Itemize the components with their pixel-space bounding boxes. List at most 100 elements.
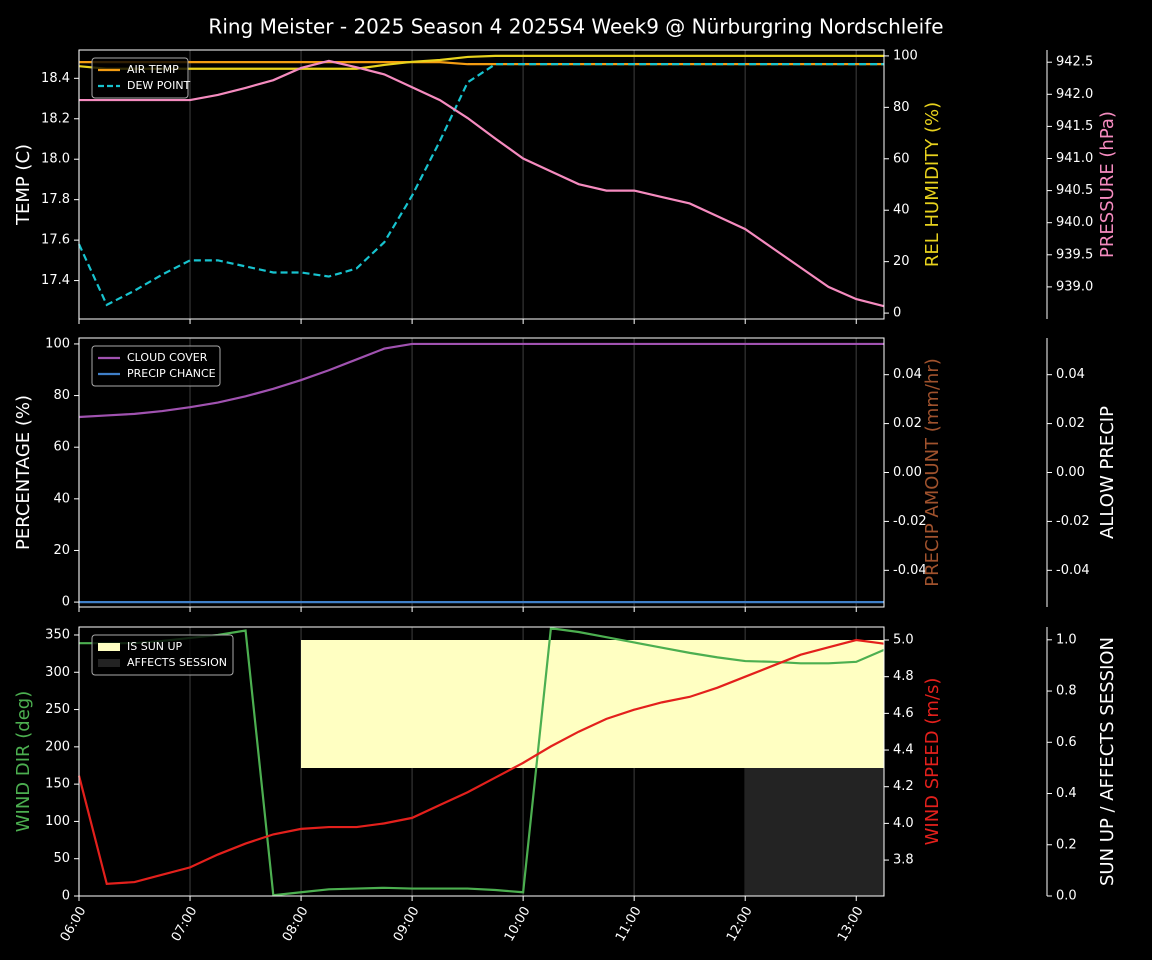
- y2-axis-label: WIND SPEED (m/s): [922, 678, 943, 846]
- y3-tick-label: -0.02: [1056, 514, 1090, 529]
- y2-tick-label: 4.2: [893, 779, 914, 794]
- y-tick-label: 17.4: [41, 273, 70, 288]
- y3-tick-label: 941.0: [1056, 151, 1093, 166]
- y2-axis-label: REL HUMIDITY (%): [922, 102, 943, 267]
- y2-tick-label: 80: [893, 100, 910, 115]
- y-axis-label: WIND DIR (deg): [13, 691, 34, 833]
- legend-swatch: [98, 643, 120, 651]
- plot-frame: [78, 626, 885, 897]
- fill-band: [661, 639, 690, 768]
- y-axis-label: PERCENTAGE (%): [13, 395, 34, 550]
- series-line: [79, 59, 885, 308]
- x-tick-label: 13:00: [835, 904, 867, 944]
- y3-tick-label: 940.5: [1056, 183, 1093, 198]
- x-tick-label: 11:00: [613, 904, 645, 944]
- fill-band: [689, 639, 718, 768]
- legend-label: CLOUD COVER: [127, 351, 208, 364]
- y2-axis-label: PRECIP AMOUNT (mm/hr): [922, 358, 943, 587]
- y-tick-label: 0: [62, 595, 70, 610]
- y-tick-label: 18.2: [41, 111, 70, 126]
- fill-band: [384, 639, 413, 768]
- y2-tick-label: 40: [893, 203, 910, 218]
- x-tick-label: 06:00: [58, 904, 90, 944]
- legend-label: PRECIP CHANCE: [127, 367, 216, 380]
- y3-tick-label: 941.5: [1056, 119, 1093, 134]
- series-line: [78, 54, 884, 70]
- y2-tick-label: 5.0: [893, 633, 914, 648]
- y-tick-label: 0: [62, 889, 70, 904]
- fill-band: [828, 767, 857, 896]
- y3-tick-label: 942.5: [1056, 55, 1093, 70]
- fill-band: [412, 639, 440, 768]
- y-tick-label: 17.8: [41, 192, 70, 207]
- y-tick-label: 18.0: [41, 152, 70, 167]
- y2-tick-label: 4.8: [893, 669, 914, 684]
- y3-tick-label: 1.0: [1056, 632, 1077, 647]
- y-tick-label: 350: [45, 627, 70, 642]
- y-tick-label: 300: [45, 665, 70, 680]
- fill-band: [578, 639, 607, 768]
- y-tick-label: 60: [53, 440, 70, 455]
- legend-label: DEW POINT: [127, 79, 191, 92]
- chart-title: Ring Meister - 2025 Season 4 2025S4 Week…: [208, 15, 943, 39]
- fill-band: [772, 767, 801, 896]
- y-tick-label: 100: [45, 814, 70, 829]
- y-tick-label: 17.6: [41, 233, 70, 248]
- y3-tick-label: 0.02: [1056, 416, 1085, 431]
- y3-tick-label: 0.8: [1056, 684, 1077, 699]
- y3-tick-label: -0.04: [1056, 563, 1090, 578]
- y3-tick-label: 939.5: [1056, 247, 1093, 262]
- fill-band: [856, 639, 884, 768]
- y3-tick-label: 0.00: [1056, 465, 1085, 480]
- series-line: [77, 63, 884, 307]
- y3-tick-label: 0.6: [1056, 735, 1077, 750]
- fill-band: [745, 767, 773, 896]
- y2-tick-label: 100: [893, 48, 918, 63]
- fill-band: [606, 639, 635, 768]
- y-tick-label: 150: [45, 777, 70, 792]
- y-axis-label: TEMP (C): [13, 144, 34, 226]
- series-line: [77, 638, 885, 886]
- legend-label: IS SUN UP: [127, 640, 183, 653]
- x-tick-label: 12:00: [724, 904, 756, 944]
- legend-box: [91, 57, 189, 99]
- y-tick-label: 80: [53, 388, 70, 403]
- y-tick-label: 20: [53, 543, 70, 558]
- y2-tick-label: 4.6: [893, 706, 914, 721]
- y2-tick-label: 0.02: [893, 416, 922, 431]
- y3-tick-label: 0.2: [1056, 837, 1077, 852]
- plot-frame: [78, 49, 885, 320]
- y3-tick-label: 942.0: [1056, 87, 1093, 102]
- plot-frame: [78, 337, 885, 608]
- fill-band: [828, 639, 857, 768]
- x-tick-label: 08:00: [280, 904, 312, 944]
- x-tick-label: 07:00: [169, 904, 201, 944]
- fill-band: [328, 639, 357, 768]
- y3-tick-label: 0.04: [1056, 367, 1085, 382]
- fill-band: [800, 767, 829, 896]
- y2-tick-label: 20: [893, 254, 910, 269]
- y3-axis-label: SUN UP / AFFECTS SESSION: [1097, 637, 1118, 886]
- y2-tick-label: -0.04: [893, 563, 927, 578]
- y3-tick-label: 939.0: [1056, 279, 1093, 294]
- legend-box: [91, 634, 234, 676]
- y-tick-label: 250: [45, 702, 70, 717]
- y2-tick-label: 4.0: [893, 816, 914, 831]
- legend-swatch: [98, 659, 120, 667]
- y3-axis-label: PRESSURE (hPa): [1097, 111, 1118, 258]
- fill-band: [745, 639, 773, 768]
- legend-label: AFFECTS SESSION: [127, 656, 227, 669]
- series-line: [78, 342, 884, 419]
- x-tick-label: 10:00: [502, 904, 534, 944]
- y2-tick-label: 3.8: [893, 853, 914, 868]
- fill-band: [467, 639, 496, 768]
- y2-tick-label: 4.4: [893, 743, 914, 758]
- legend-label: AIR TEMP: [127, 63, 179, 76]
- legend-box: [91, 345, 221, 387]
- fill-band: [301, 639, 329, 768]
- y3-tick-label: 940.0: [1056, 215, 1093, 230]
- y2-tick-label: 0.04: [893, 367, 922, 382]
- y2-tick-label: 0: [893, 306, 901, 321]
- plot-area: [79, 50, 884, 319]
